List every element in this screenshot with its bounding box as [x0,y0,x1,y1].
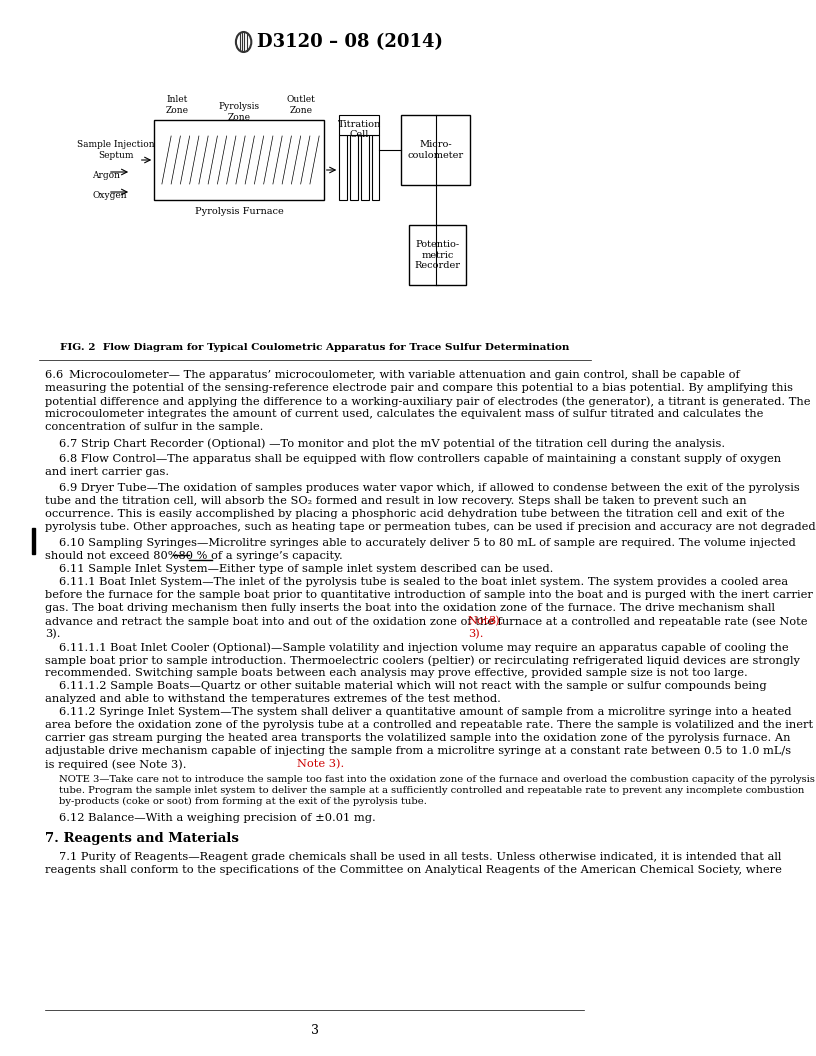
Text: D3120 – 08 (2014): D3120 – 08 (2014) [258,33,443,51]
Text: Pyrolysis Furnace: Pyrolysis Furnace [194,207,283,216]
Text: 6.9 Dryer Tube—The oxidation of samples produces water vapor which, if allowed t: 6.9 Dryer Tube—The oxidation of samples … [59,483,800,493]
Text: carrier gas stream purging the heated area transports the volatilized sample int: carrier gas stream purging the heated ar… [45,733,790,743]
Text: gas. The boat driving mechanism then fully inserts the boat into the oxidation z: gas. The boat driving mechanism then ful… [45,603,774,612]
Text: Oxygen: Oxygen [92,190,127,200]
Text: should not exceed 80%80 % of a syringe’s capacity.: should not exceed 80%80 % of a syringe’s… [45,551,343,561]
Text: and inert carrier gas.: and inert carrier gas. [45,467,169,477]
Text: 6.11.1.1 Boat Inlet Cooler (Optional)—Sample volatility and injection volume may: 6.11.1.1 Boat Inlet Cooler (Optional)—Sa… [59,642,788,653]
Text: advance and retract the sample boat into and out of the oxidation zone of the fu: advance and retract the sample boat into… [45,616,807,626]
Bar [350,135,357,200]
Bar [361,135,369,200]
Bar [371,135,379,200]
Text: 6.11.1.2 Sample Boats—Quartz or other suitable material which will not react wit: 6.11.1.2 Sample Boats—Quartz or other su… [59,681,766,691]
Text: adjustable drive mechanism capable of injecting the sample from a microlitre syr: adjustable drive mechanism capable of in… [45,746,791,756]
Text: recommended. Switching sample boats between each analysis may prove effective, p: recommended. Switching sample boats betw… [45,668,747,678]
Text: 6.11.2 Syringe Inlet System—The system shall deliver a quantitative amount of sa: 6.11.2 Syringe Inlet System—The system s… [59,708,791,717]
Text: sample boat prior to sample introduction. Thermoelectric coolers (peltier) or re: sample boat prior to sample introduction… [45,655,800,665]
Text: reagents shall conform to the specifications of the Committee on Analytical Reag: reagents shall conform to the specificat… [45,865,782,875]
Text: 7.1 Purity of Reagents—Reagent grade chemicals shall be used in all tests. Unles: 7.1 Purity of Reagents—Reagent grade che… [59,852,781,862]
Text: 6.11.1 Boat Inlet System—The inlet of the pyrolysis tube is sealed to the boat i: 6.11.1 Boat Inlet System—The inlet of th… [59,577,787,587]
Text: Outlet
Zone: Outlet Zone [286,95,315,115]
Text: measuring the potential of the sensing-reference electrode pair and compare this: measuring the potential of the sensing-r… [45,383,792,393]
Text: 6.7 Strip Chart Recorder (Optional) —To monitor and plot the mV potential of the: 6.7 Strip Chart Recorder (Optional) —To … [59,438,725,449]
Bar [401,115,470,185]
Text: NOTE 3—Take care not to introduce the sample too fast into the oxidation zone of: NOTE 3—Take care not to introduce the sa… [59,775,814,784]
Text: Note: Note [468,616,496,626]
Text: microcoulometer integrates the amount of current used, calculates the equivalent: microcoulometer integrates the amount of… [45,409,763,419]
Bar [154,120,324,200]
Text: is required (see Note 3).: is required (see Note 3). [45,759,186,770]
Text: 3).: 3). [468,629,483,639]
Text: 7. Reagents and Materials: 7. Reagents and Materials [45,832,238,845]
Text: Titration
Cell: Titration Cell [338,120,381,139]
Text: Argon: Argon [92,170,121,180]
Text: Sample Injection
Septum: Sample Injection Septum [77,140,154,159]
Text: before the furnace for the sample boat prior to quantitative introduction of sam: before the furnace for the sample boat p… [45,590,813,600]
Text: analyzed and able to withstand the temperatures extremes of the test method.: analyzed and able to withstand the tempe… [45,694,500,704]
Text: by-products (coke or soot) from forming at the exit of the pyrolysis tube.: by-products (coke or soot) from forming … [59,797,427,806]
Bar [33,528,35,554]
Text: Note 3).: Note 3). [297,759,344,770]
Text: concentration of sulfur in the sample.: concentration of sulfur in the sample. [45,422,263,432]
Text: potential difference and applying the difference to a working-auxiliary pair of : potential difference and applying the di… [45,396,810,407]
Text: Pyrolysis
Zone: Pyrolysis Zone [219,102,259,121]
Bar [409,225,467,285]
Text: occurrence. This is easily accomplished by placing a phosphoric acid dehydration: occurrence. This is easily accomplished … [45,509,784,518]
Text: tube. Program the sample inlet system to deliver the sample at a sufficiently co: tube. Program the sample inlet system to… [59,786,804,795]
Text: pyrolysis tube. Other approaches, such as heating tape or permeation tubes, can : pyrolysis tube. Other approaches, such a… [45,522,816,532]
Text: tube and the titration cell, will absorb the SO₂ formed and result in low recove: tube and the titration cell, will absorb… [45,496,747,506]
Text: Inlet
Zone: Inlet Zone [166,95,188,115]
Text: 6.12 Balance—With a weighing precision of ±0.01 mg.: 6.12 Balance—With a weighing precision o… [59,813,375,823]
Text: Potentio-
metric
Recorder: Potentio- metric Recorder [415,240,460,270]
Text: 3).: 3). [488,616,503,626]
Text: 3).: 3). [45,629,60,639]
Bar [339,115,379,135]
Text: FIG. 2  Flow Diagram for Typical Coulometric Apparatus for Trace Sulfur Determin: FIG. 2 Flow Diagram for Typical Coulomet… [60,343,570,353]
Text: 6.8 Flow Control—The apparatus shall be equipped with flow controllers capable o: 6.8 Flow Control—The apparatus shall be … [59,454,781,464]
Text: 6.10 Sampling Syringes—Microlitre syringes able to accurately deliver 5 to 80 mL: 6.10 Sampling Syringes—Microlitre syring… [59,538,796,548]
Bar [339,135,347,200]
Text: 6.6  Microcoulometer— The apparatus’ microcoulometer, with variable attenuation : 6.6 Microcoulometer— The apparatus’ micr… [45,370,739,380]
Text: 6.11 Sample Inlet System—Either type of sample inlet system described can be use: 6.11 Sample Inlet System—Either type of … [59,564,553,574]
Text: area before the oxidation zone of the pyrolysis tube at a controlled and repeata: area before the oxidation zone of the py… [45,720,813,730]
Text: 3: 3 [311,1023,318,1037]
Text: Micro-
coulometer: Micro- coulometer [407,140,463,159]
